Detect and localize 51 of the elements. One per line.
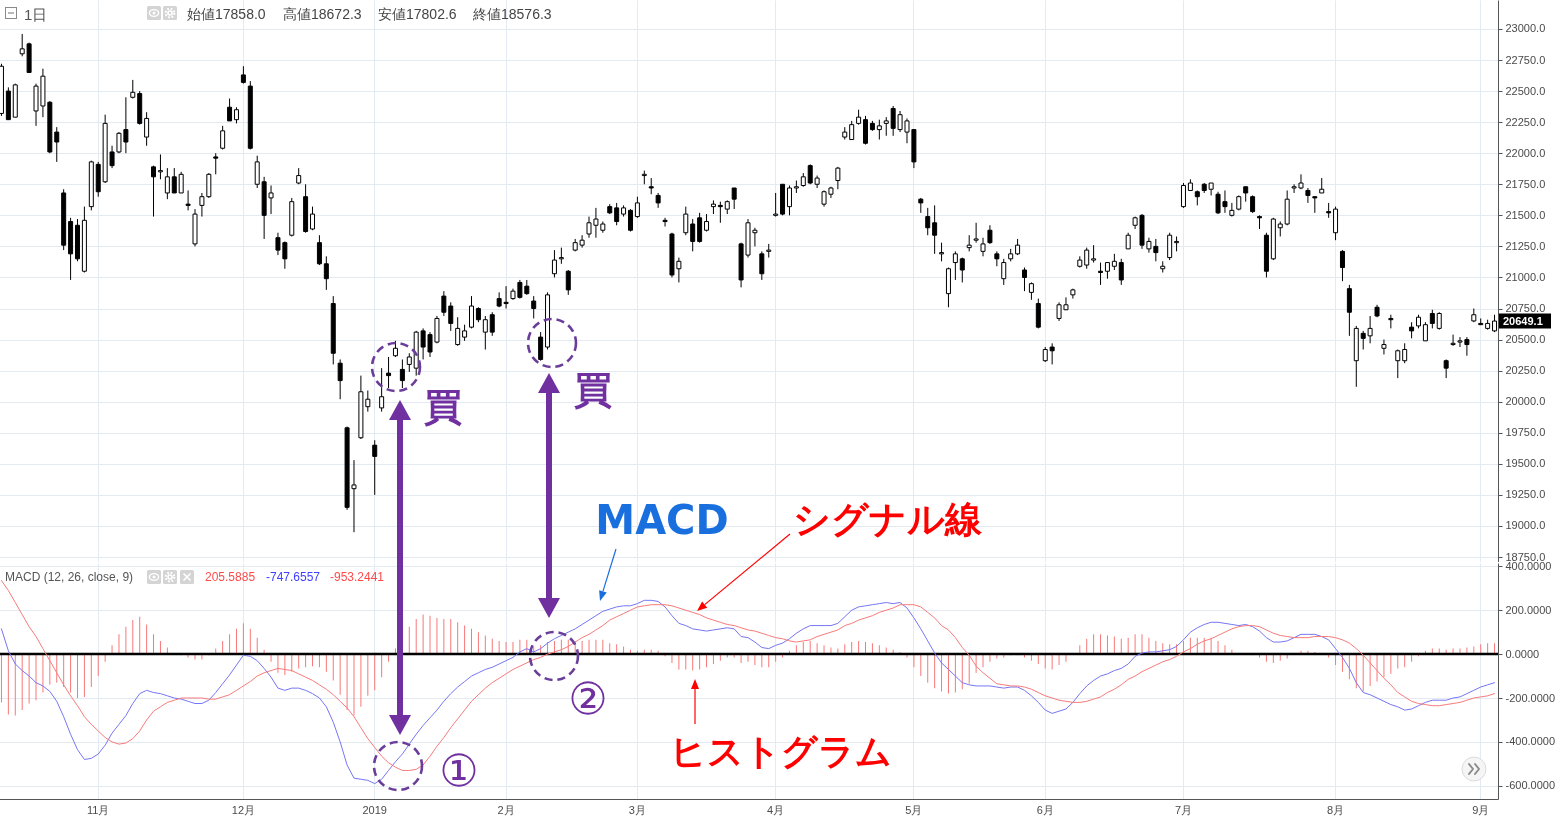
y-tick-label: 23000.0 (1505, 22, 1546, 35)
annotation: MACD (12, 26, close, 9) (5, 570, 134, 584)
y-tick-label: 22500.0 (1505, 84, 1546, 97)
annotation: 205.5885 (205, 570, 256, 584)
y-tick-label: 0.0000 (1505, 647, 1540, 660)
y-tick-label: 22750.0 (1505, 53, 1546, 66)
y-tick-label: 19750.0 (1505, 426, 1546, 439)
y-tick-label: 19250.0 (1505, 488, 1546, 501)
y-tick-label: 20750.0 (1505, 302, 1546, 315)
x-tick-label: 5月 (905, 803, 923, 816)
y-tick-label: -400.0000 (1505, 735, 1556, 748)
annotation: -953.2441 (330, 570, 385, 584)
text: シグナル線 (792, 497, 983, 541)
x-tick-label: 2月 (497, 803, 515, 816)
series-label: ヒストグラム (670, 730, 892, 772)
x-tick-label: 2019 (362, 803, 387, 816)
y-tick-label: -600.0000 (1505, 779, 1556, 792)
series-label: MACD (595, 497, 729, 543)
y-tick-label: 21500.0 (1505, 208, 1546, 221)
x-tick-label: 11月 (87, 803, 110, 816)
y-tick-label: -200.0000 (1505, 691, 1556, 704)
chart-title: 1日 (24, 5, 48, 23)
x-tick-label: 4月 (767, 803, 785, 816)
x-tick-label: 6月 (1036, 803, 1054, 816)
annotation: ② (568, 672, 608, 724)
x-tick-label: 9月 (1472, 803, 1490, 816)
x-tick-label: 7月 (1174, 803, 1193, 816)
annotation: 安値17802.6 (378, 6, 457, 22)
annotation: ① (439, 744, 479, 796)
annotation: 買 (424, 385, 462, 429)
x-tick-label: 3月 (628, 803, 646, 816)
annotation: -747.6557 (266, 570, 321, 584)
y-tick-label: 19000.0 (1505, 519, 1546, 532)
y-tick-label: 21750.0 (1505, 177, 1546, 190)
text: 20649.1 (1503, 315, 1543, 327)
x-tick-label: 8月 (1327, 803, 1345, 816)
annotation: 買 (574, 368, 612, 412)
y-tick-label: 20500.0 (1505, 333, 1546, 346)
annotation: 始値17858.0 (187, 6, 266, 22)
y-tick-label: 21250.0 (1505, 239, 1546, 252)
y-tick-label: 22000.0 (1505, 146, 1546, 159)
y-tick-label: 20250.0 (1505, 364, 1546, 377)
annotation: 高値18672.3 (283, 6, 362, 22)
y-tick-label: 21000.0 (1505, 270, 1546, 283)
y-tick-label: 200.0000 (1505, 603, 1552, 616)
y-tick-label: 22250.0 (1505, 115, 1546, 128)
x-tick-label: 12月 (231, 803, 256, 816)
y-tick-label: 19500.0 (1505, 457, 1546, 470)
y-tick-label: 20000.0 (1505, 395, 1546, 408)
annotation: 終値18576.3 (472, 6, 552, 22)
y-tick-label: 18750.0 (1505, 550, 1546, 563)
